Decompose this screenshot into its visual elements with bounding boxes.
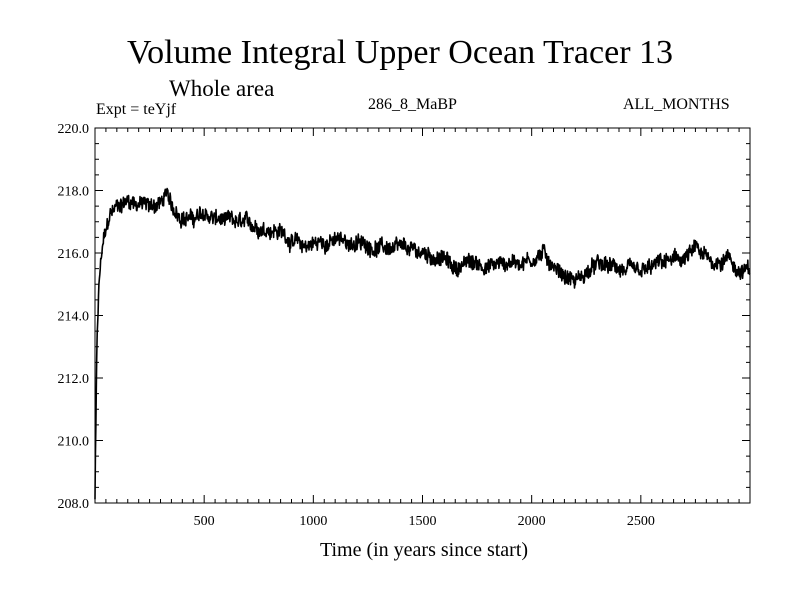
x-tick-label: 1500 — [409, 514, 437, 529]
plot-frame — [94, 127, 751, 504]
series-line — [94, 187, 751, 500]
y-tick-label: 210.0 — [58, 435, 90, 450]
experiment-label: Expt = teYjf — [96, 101, 177, 118]
x-tick-label: 500 — [194, 514, 215, 529]
x-axis-label: Time (in years since start) — [319, 539, 529, 561]
x-tick-label: 1000 — [299, 514, 327, 529]
y-tick-label: 216.0 — [58, 247, 90, 262]
y-tick-label: 218.0 — [58, 185, 90, 200]
run-label: 286_8_MaBP — [368, 96, 457, 113]
y-tick-label: 212.0 — [58, 372, 90, 387]
months-label: ALL_MONTHS — [623, 96, 730, 113]
x-tick-label: 2500 — [627, 514, 655, 529]
chart-title: Volume Integral Upper Ocean Tracer 13 — [126, 34, 674, 71]
x-tick-label: 2000 — [518, 514, 546, 529]
chart-subtitle: Whole area — [169, 76, 275, 101]
y-tick-label: 208.0 — [58, 497, 90, 512]
y-tick-label: 220.0 — [58, 122, 90, 137]
y-tick-label: 214.0 — [58, 310, 90, 325]
